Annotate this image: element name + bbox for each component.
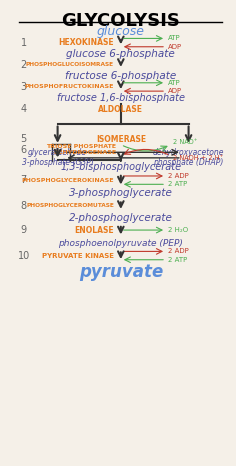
Text: 7: 7 xyxy=(21,175,27,185)
Text: fructose 1,6-bisphosphate: fructose 1,6-bisphosphate xyxy=(57,93,185,103)
Text: ADP: ADP xyxy=(168,44,182,50)
Text: ISOMERASE: ISOMERASE xyxy=(96,135,146,144)
Text: PHOSPHOGLYCEROKINASE: PHOSPHOGLYCEROKINASE xyxy=(21,178,114,183)
Text: 2 NAD⁺: 2 NAD⁺ xyxy=(173,139,197,145)
Text: ATP: ATP xyxy=(168,35,181,41)
Text: 2 ATP: 2 ATP xyxy=(168,181,188,187)
Text: phosphoenolpyruvate (PEP): phosphoenolpyruvate (PEP) xyxy=(58,239,183,248)
Text: PYRUVATE KINASE: PYRUVATE KINASE xyxy=(42,253,114,259)
Text: 2 NADH + 2 H⁺: 2 NADH + 2 H⁺ xyxy=(173,155,223,161)
Text: 2 ADP: 2 ADP xyxy=(168,248,189,254)
Text: 3-phosphoglycerate: 3-phosphoglycerate xyxy=(69,188,173,199)
Text: 2 ATP: 2 ATP xyxy=(168,257,188,263)
Text: dehydroxyacetone
phosphate (DHAP): dehydroxyacetone phosphate (DHAP) xyxy=(153,148,224,167)
Text: 2: 2 xyxy=(21,60,27,70)
Text: 1: 1 xyxy=(21,38,27,48)
Text: 2-phosphoglycerate: 2-phosphoglycerate xyxy=(69,213,173,223)
Text: glyceraldehyde
3-phosphate (G3P): glyceraldehyde 3-phosphate (G3P) xyxy=(22,148,93,167)
Text: 2 ADP: 2 ADP xyxy=(168,173,189,179)
Text: DEHYDROGENASE: DEHYDROGENASE xyxy=(53,151,116,156)
Text: GLYCOLYSIS: GLYCOLYSIS xyxy=(61,12,180,29)
Text: ATP: ATP xyxy=(168,80,181,86)
Text: 2 H₂O: 2 H₂O xyxy=(168,227,188,233)
Text: TRIOSE PHOSPHATE: TRIOSE PHOSPHATE xyxy=(46,144,116,149)
Text: glucose: glucose xyxy=(97,25,145,38)
Text: 3: 3 xyxy=(21,82,27,92)
Text: 9: 9 xyxy=(21,225,27,235)
Text: glucose 6-phosphate: glucose 6-phosphate xyxy=(67,48,175,59)
Text: 4: 4 xyxy=(21,104,27,114)
Text: pyruvate: pyruvate xyxy=(79,263,163,281)
Text: PHOSPHOGLYCEROMUTASE: PHOSPHOGLYCEROMUTASE xyxy=(26,203,114,208)
Text: 5: 5 xyxy=(21,134,27,144)
Text: HEXOKINASE: HEXOKINASE xyxy=(59,38,114,47)
Text: PHOSPHOGLUCOISOMRASE: PHOSPHOGLUCOISOMRASE xyxy=(26,62,114,67)
Text: PHOSPHOFRUCTOKINASE: PHOSPHOFRUCTOKINASE xyxy=(25,84,114,89)
Text: 10: 10 xyxy=(18,251,30,260)
Text: 6: 6 xyxy=(21,145,27,155)
Text: ADP: ADP xyxy=(168,88,182,94)
Text: 8: 8 xyxy=(21,201,27,211)
Text: 1,3-bisphosphoglycerate: 1,3-bisphosphoglycerate xyxy=(60,162,181,172)
Text: fructose 6-phosphate: fructose 6-phosphate xyxy=(65,71,177,81)
Text: ALDOLASE: ALDOLASE xyxy=(98,105,143,114)
Text: ENOLASE: ENOLASE xyxy=(74,226,114,234)
